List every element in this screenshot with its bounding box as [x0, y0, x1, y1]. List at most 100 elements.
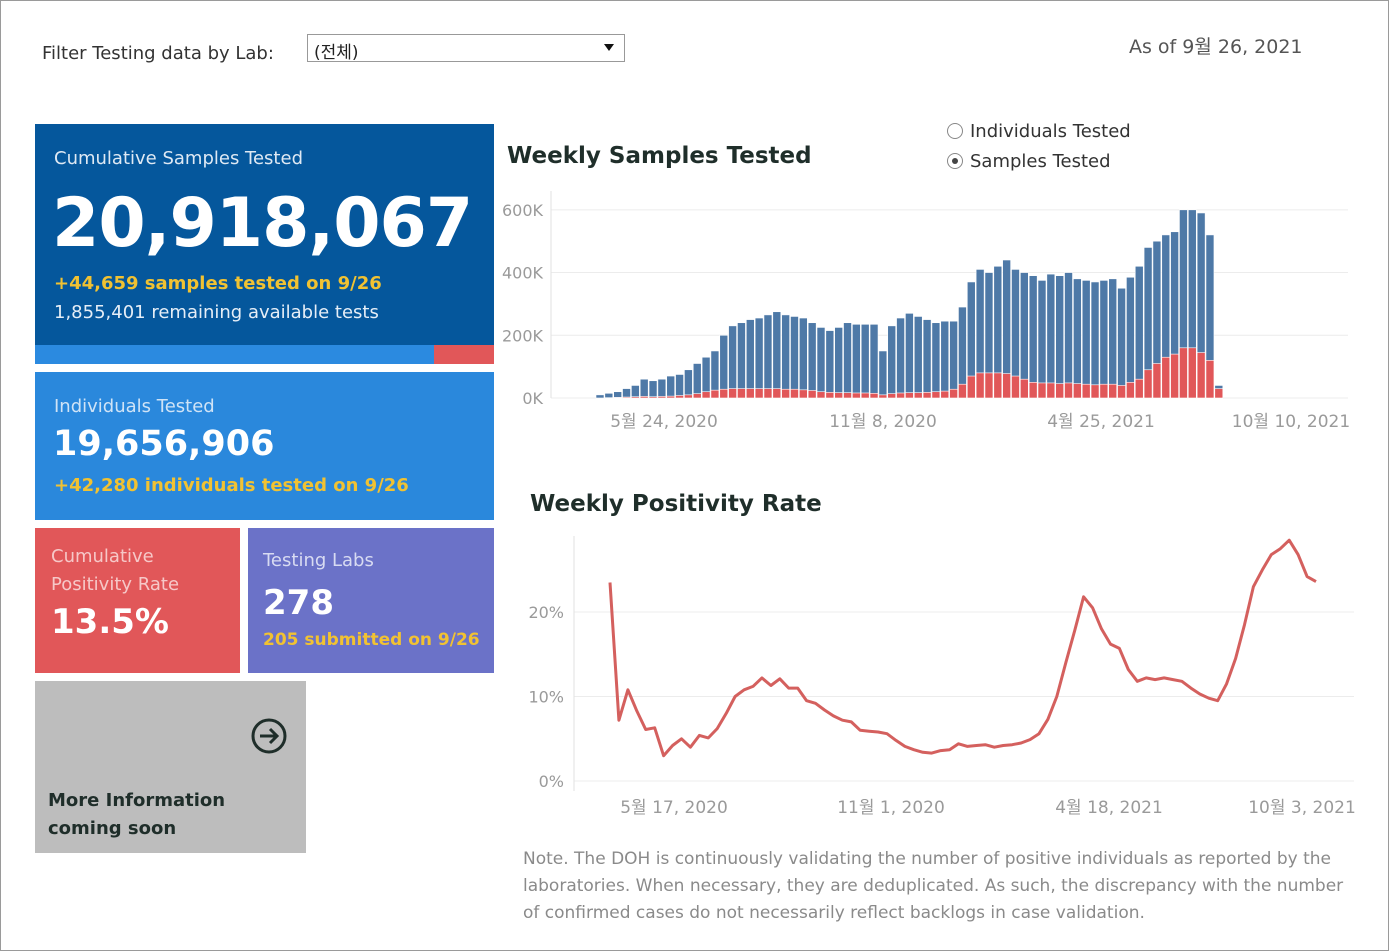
- samples-bar: [1081, 280, 1091, 399]
- samples-delta: +44,659 samples tested on 9/26: [54, 273, 382, 294]
- y-tick-label: 10%: [528, 688, 564, 707]
- positives-bar: [958, 383, 967, 399]
- positives-bar: [763, 388, 773, 399]
- weekly-samples-title: Weekly Samples Tested: [507, 143, 812, 169]
- samples-bar: [613, 391, 622, 399]
- samples-bar: [931, 322, 941, 399]
- positives-bar: [887, 393, 897, 399]
- positives-bar: [781, 388, 790, 399]
- samples-bar: [869, 323, 879, 399]
- positives-bar: [807, 390, 817, 399]
- positives-bar: [737, 388, 746, 399]
- testing-labs-tile: Testing Labs 278 205 submitted on 9/26: [248, 528, 494, 673]
- radio-individuals-tested[interactable]: Individuals Tested: [947, 121, 1131, 142]
- more-information-text: More Information coming soon: [48, 790, 226, 839]
- samples-bar: [772, 311, 782, 399]
- positives-bar: [719, 388, 729, 399]
- samples-bar: [639, 378, 649, 399]
- samples-bar: [719, 334, 729, 399]
- x-tick-label: 10월 10, 2021: [1232, 412, 1350, 432]
- samples-bar: [860, 323, 870, 399]
- samples-bar: [825, 330, 835, 399]
- weekly-samples-chart: 0K 200K 400K 600K 5월 24, 2020 11월 8, 2020 4월 2…: [502, 191, 1350, 432]
- samples-bar: [1064, 272, 1073, 399]
- cumulative-samples-title: Cumulative Samples Tested: [54, 148, 303, 169]
- samples-bar: [1099, 280, 1109, 399]
- positives-bar: [993, 372, 1003, 399]
- positives-bar: [772, 388, 782, 399]
- y-tick-label: 600K: [502, 201, 544, 220]
- y-tick-label: 400K: [502, 264, 544, 283]
- positives-bar: [631, 396, 640, 399]
- positivity-line: [608, 538, 1317, 758]
- positives-bar: [1152, 363, 1162, 399]
- positives-bar: [1064, 382, 1073, 399]
- samples-bar: [913, 316, 923, 399]
- individuals-tested-title: Individuals Tested: [54, 396, 215, 417]
- as-of-date: As of 9월 26, 2021: [1129, 36, 1303, 58]
- cumulative-samples-tile: Cumulative Samples Tested 20,918,067 +44…: [35, 124, 494, 364]
- positives-bar: [1143, 369, 1153, 399]
- radio-circle-icon[interactable]: [947, 123, 963, 139]
- samples-bar: [754, 317, 764, 399]
- samples-bar: [1073, 278, 1082, 399]
- positives-bar: [852, 392, 861, 399]
- filter-label: Filter Testing data by Lab:: [42, 43, 274, 64]
- y-tick-label: 0%: [539, 772, 564, 791]
- radio-samples-label: Samples Tested: [970, 151, 1111, 172]
- positivity-rate-title: Cumulative Positivity Rate: [51, 546, 180, 595]
- testing-labs-value: 278: [263, 583, 334, 623]
- note-text: Note. The DOH is continuously validating…: [523, 849, 1344, 923]
- samples-bar: [896, 317, 905, 399]
- positives-bar: [1161, 356, 1171, 399]
- more-information-tile[interactable]: More Information coming soon: [35, 681, 306, 853]
- positives-bar: [1020, 378, 1029, 399]
- positives-bar: [843, 392, 852, 399]
- samples-bar: [940, 320, 950, 399]
- arrow-right-circle-icon[interactable]: [250, 717, 288, 755]
- remaining-tests: 1,855,401 remaining available tests: [54, 302, 379, 323]
- samples-bar: [728, 325, 737, 399]
- test-usage-remaining: [434, 345, 494, 364]
- samples-bar: [657, 378, 667, 399]
- positives-bar: [1170, 353, 1179, 399]
- positives-bar: [1046, 382, 1056, 399]
- samples-bar: [781, 314, 790, 399]
- samples-bar: [790, 316, 799, 399]
- radio-samples-tested[interactable]: Samples Tested: [947, 151, 1111, 172]
- positives-bar: [745, 388, 755, 399]
- positives-bar: [905, 392, 914, 399]
- samples-bar: [737, 322, 746, 399]
- x-tick-label: 5월 24, 2020: [610, 412, 718, 432]
- x-tick-label: 10월 3, 2021: [1248, 798, 1356, 818]
- positives-bar: [975, 372, 985, 399]
- labs-delta: 205 submitted on 9/26: [263, 630, 480, 650]
- positives-bar: [816, 391, 826, 399]
- positives-bar: [1214, 388, 1224, 399]
- samples-bar: [834, 327, 843, 399]
- samples-bar: [595, 394, 605, 399]
- positives-bar: [834, 392, 843, 399]
- positives-bar: [1099, 383, 1109, 399]
- positives-bar: [1196, 352, 1206, 399]
- positives-bar: [657, 396, 667, 399]
- positives-bar: [1037, 382, 1047, 399]
- samples-bar: [887, 325, 897, 399]
- radio-selected-icon[interactable]: [947, 153, 963, 169]
- positives-bar: [666, 395, 676, 399]
- samples-bar: [1117, 287, 1126, 399]
- samples-bar: [905, 313, 914, 399]
- positivity-rate-tile: Cumulative Positivity Rate 13.5%: [35, 528, 240, 673]
- samples-bar: [1055, 275, 1064, 399]
- samples-bar: [1126, 276, 1135, 399]
- samples-bar: [1108, 278, 1118, 399]
- x-tick-label: 4월 18, 2021: [1055, 798, 1163, 818]
- positives-bar: [966, 375, 976, 399]
- individuals-tested-tile: Individuals Tested 19,656,906 +42,280 in…: [35, 372, 494, 520]
- lab-filter-dropdown[interactable]: (전체): [307, 34, 625, 63]
- positives-bar: [701, 391, 711, 399]
- positives-bar: [949, 388, 958, 399]
- individuals-tested-value: 19,656,906: [53, 424, 275, 464]
- radio-individuals-label: Individuals Tested: [970, 121, 1131, 142]
